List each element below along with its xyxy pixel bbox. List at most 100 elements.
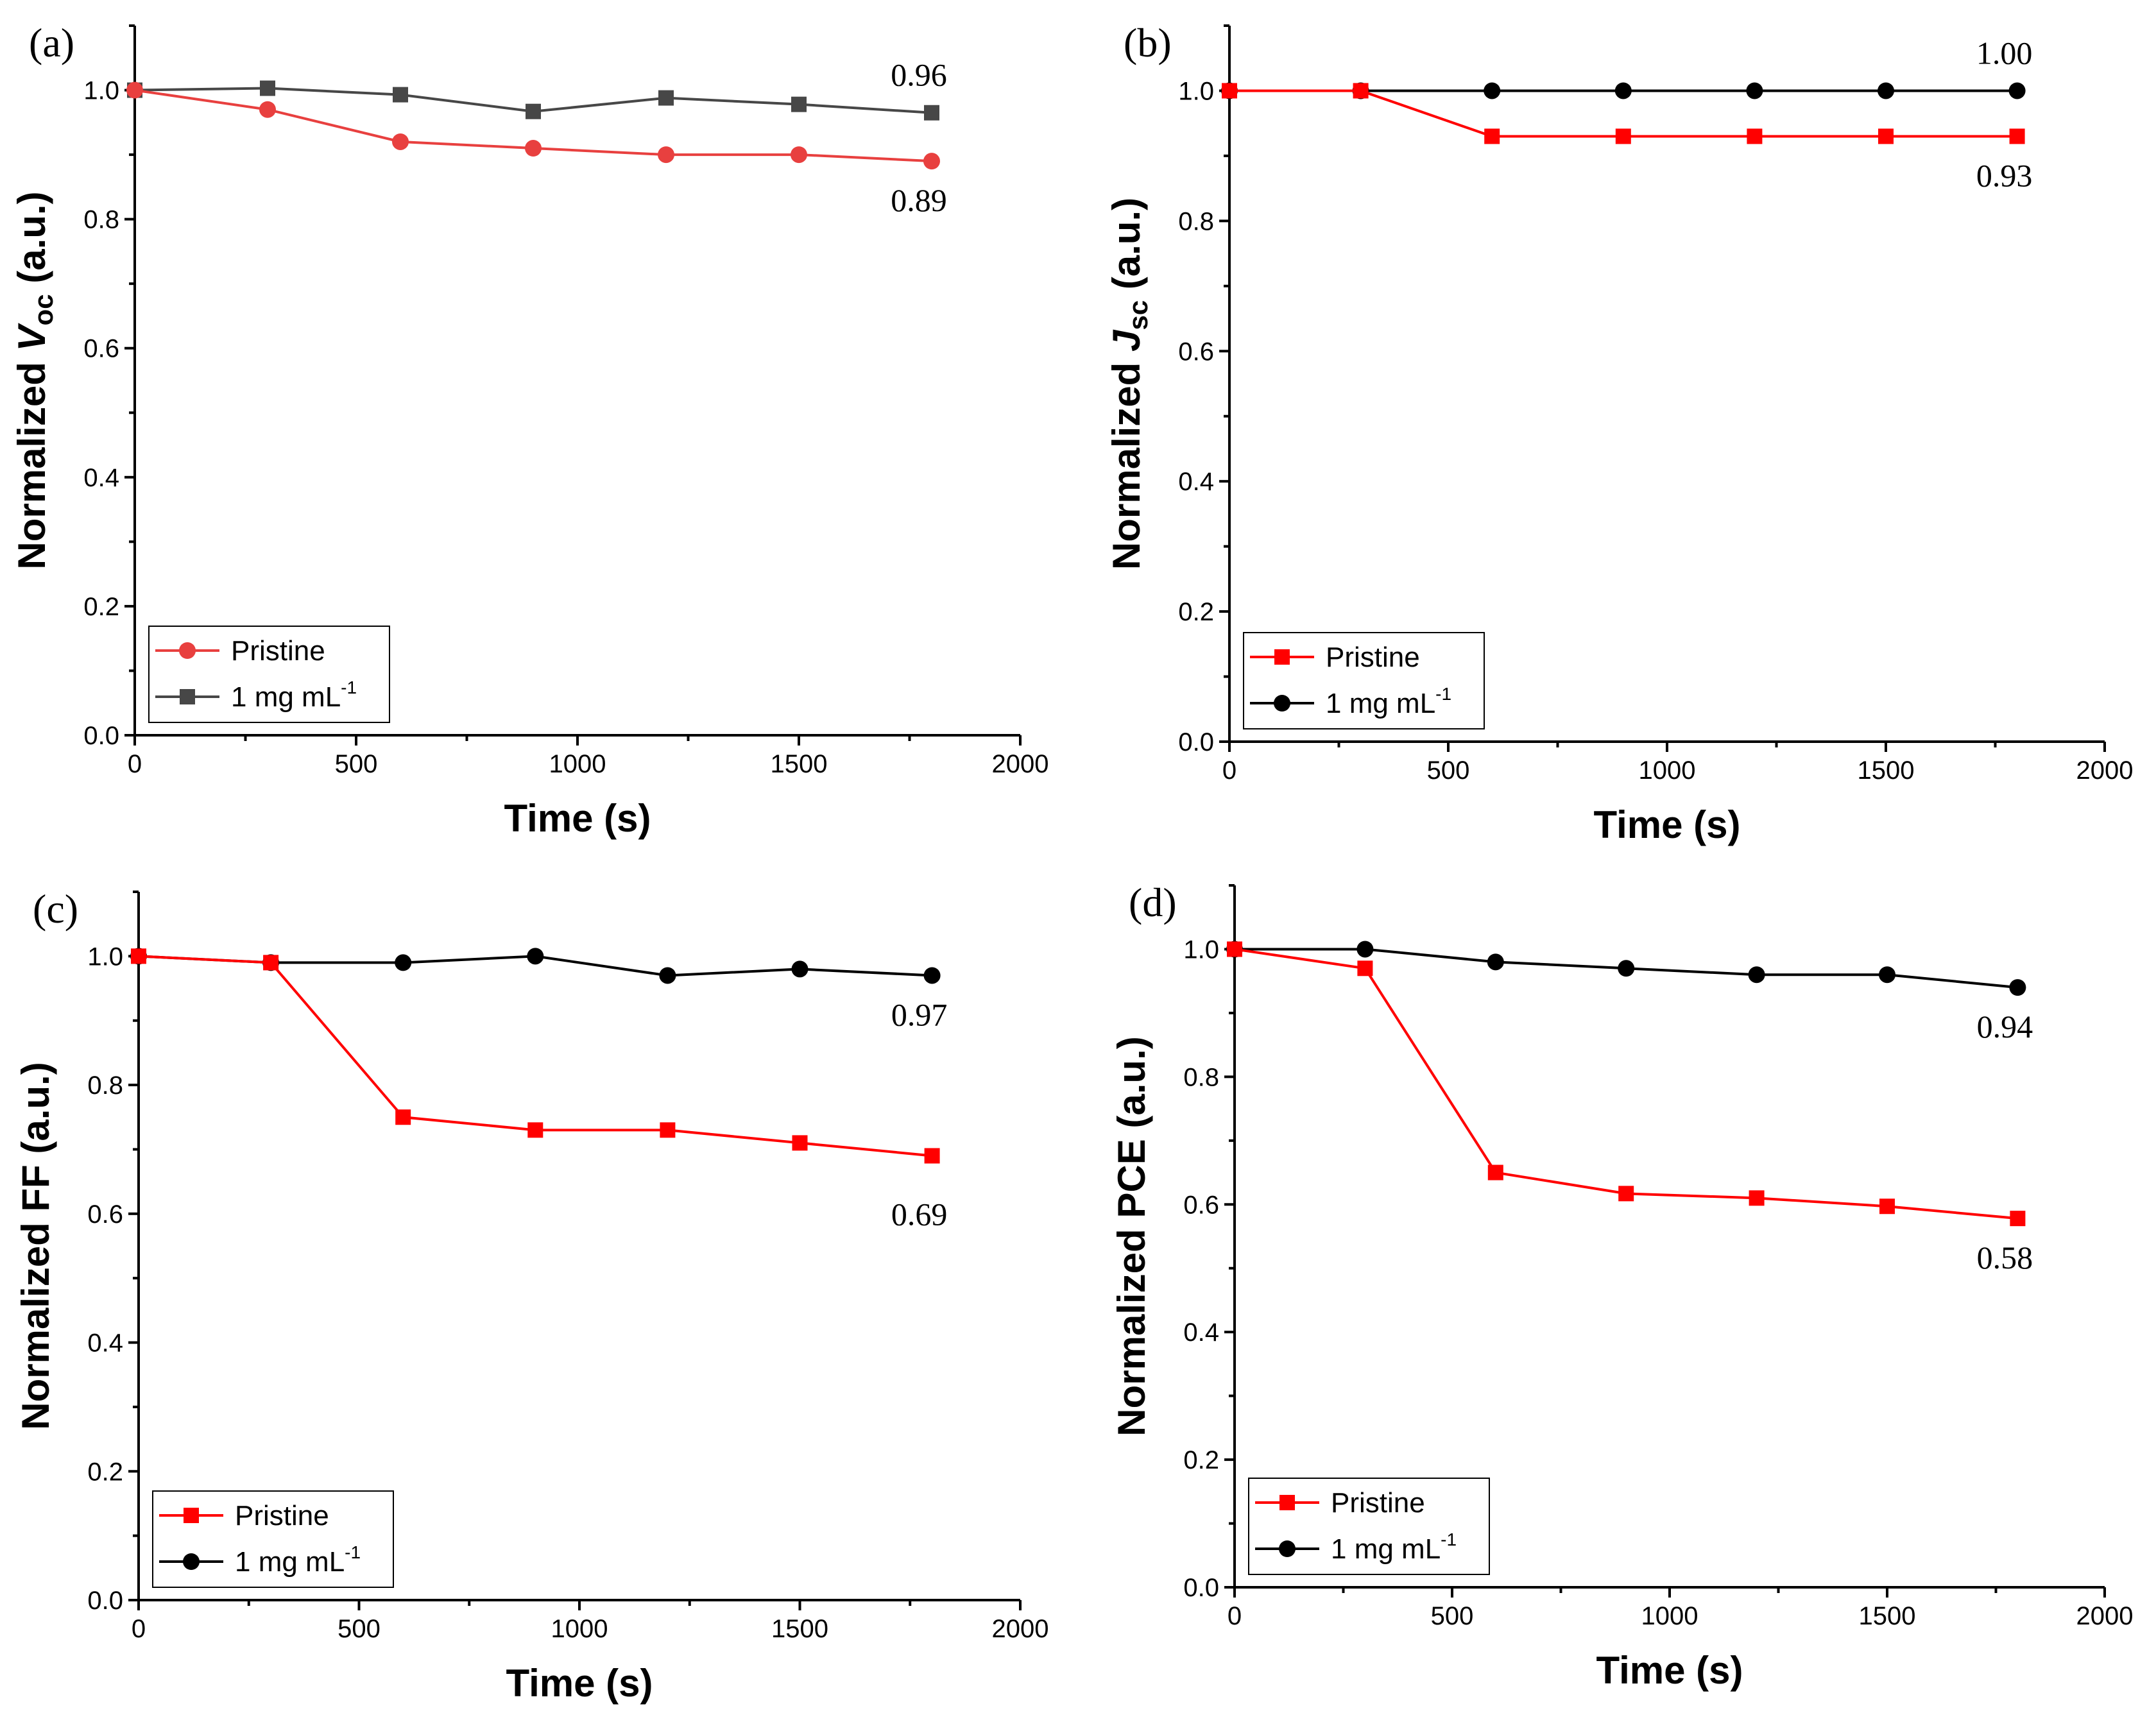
- data-point: [1484, 128, 1500, 144]
- data-point: [1484, 82, 1501, 99]
- y-tick-label: 0.2: [87, 1458, 123, 1486]
- x-axis-title: Time (s): [1594, 803, 1741, 846]
- y-tick-label: 0.4: [83, 464, 119, 492]
- data-point: [1487, 953, 1504, 971]
- legend-swatch-marker: [1279, 1540, 1296, 1557]
- data-point: [923, 967, 941, 984]
- panel-label: (d): [1129, 880, 1177, 925]
- end-value-annotation: 0.93: [1976, 157, 2033, 193]
- legend-swatch-marker: [183, 1553, 200, 1570]
- legend-label-name: 1 mg mL: [231, 681, 341, 713]
- x-tick-label: 1500: [1858, 756, 1915, 785]
- data-point: [527, 948, 544, 965]
- x-axis-title: Time (s): [504, 797, 651, 840]
- data-point: [658, 90, 674, 106]
- data-point: [2009, 128, 2025, 144]
- data-point: [923, 153, 940, 170]
- y-axis-title: Normalized FF (a.u.): [14, 1062, 57, 1429]
- data-point: [1614, 82, 1632, 99]
- data-point: [1879, 1198, 1895, 1215]
- y-tick-label: 0.2: [83, 593, 119, 621]
- data-point: [131, 948, 146, 964]
- data-point: [259, 101, 276, 118]
- x-tick-label: 2000: [2076, 1602, 2134, 1630]
- legend-swatch-marker: [184, 1508, 199, 1523]
- chart-panel-3: 0 500 1000 1500 2000 0.0 0.2 0.4 0.6 0.8 1.0 Time (…: [14, 886, 1048, 1705]
- y-tick-label: 0.6: [1183, 1191, 1219, 1219]
- y-tick-label: 0.6: [1178, 337, 1214, 366]
- legend-box: [1248, 1478, 1490, 1575]
- y-tick-label: 1.0: [87, 942, 123, 971]
- y-axis-title-symbol: V: [10, 322, 53, 351]
- end-value-annotation: 1.00: [1976, 35, 2033, 71]
- legend-label-name: Pristine: [235, 1500, 329, 1531]
- series-line-pristine: [1234, 948, 2018, 1220]
- x-tick-label: 0: [128, 750, 142, 778]
- data-point: [1618, 1186, 1634, 1202]
- legend-label-name: 1 mg mL: [1326, 688, 1435, 719]
- y-tick-label: 0.8: [1178, 207, 1214, 235]
- legend-label-superscript: -1: [1441, 1530, 1457, 1549]
- legend-label-name: Pristine: [1331, 1487, 1425, 1519]
- x-tick-label: 1500: [1859, 1602, 1916, 1630]
- y-tick-label: 0.8: [83, 206, 119, 234]
- x-tick-label: 2000: [992, 1615, 1049, 1643]
- data-point: [526, 103, 541, 119]
- legend-label: Pristine: [235, 1500, 329, 1531]
- legend-swatch-marker: [1274, 695, 1290, 712]
- end-value-annotation: 0.97: [891, 996, 948, 1032]
- y-axis-title-symbol: J: [1105, 329, 1148, 352]
- x-tick-label: 1000: [1639, 756, 1696, 785]
- legend-label: Pristine: [1326, 642, 1420, 673]
- data-point: [924, 1148, 940, 1164]
- y-tick-label: 0.8: [1183, 1063, 1219, 1091]
- legend-label-name: Pristine: [1326, 642, 1420, 673]
- y-tick-label: 0.2: [1178, 598, 1214, 626]
- y-tick-label: 1.0: [1178, 77, 1214, 105]
- legend-label-superscript: -1: [345, 1542, 361, 1562]
- legend-label-name: 1 mg mL: [235, 1546, 345, 1578]
- data-point: [2008, 82, 2026, 99]
- data-point: [525, 140, 542, 157]
- panel-label: (b): [1124, 20, 1172, 65]
- y-tick-label: 0.4: [1183, 1318, 1219, 1347]
- legend-swatch-marker: [180, 689, 195, 704]
- data-point: [1487, 1164, 1503, 1181]
- y-axis-title: Normalized PCE (a.u.): [1110, 1036, 1153, 1436]
- x-tick-label: 2000: [992, 750, 1049, 778]
- legend-label: 1 mg mL-1: [231, 678, 357, 713]
- end-value-annotation: 0.89: [891, 182, 947, 218]
- x-axis-title: Time (s): [506, 1662, 653, 1705]
- data-point: [791, 96, 807, 112]
- legend: Pristine 1 mg mL-1: [1243, 632, 1485, 729]
- x-tick-label: 1000: [1641, 1602, 1698, 1630]
- data-point: [395, 954, 412, 971]
- data-point: [1746, 82, 1763, 99]
- data-point: [659, 967, 676, 984]
- y-tick-label: 0.0: [83, 722, 119, 750]
- data-point: [1747, 128, 1763, 144]
- data-point: [1227, 941, 1242, 957]
- data-point: [392, 133, 409, 150]
- data-point: [1878, 128, 1894, 144]
- x-tick-label: 1500: [771, 750, 828, 778]
- x-tick-label: 500: [1431, 1602, 1474, 1630]
- data-point: [393, 87, 408, 103]
- x-tick-label: 500: [338, 1615, 381, 1643]
- legend-swatch-marker: [179, 642, 196, 659]
- data-point: [527, 1122, 543, 1138]
- data-point: [1615, 128, 1631, 144]
- panel-label: (c): [33, 886, 78, 932]
- y-axis-title-prefix: Normalized: [1105, 352, 1148, 570]
- data-point: [2010, 1211, 2026, 1227]
- data-point: [660, 1122, 676, 1138]
- legend-label-name: Pristine: [231, 635, 325, 667]
- data-point: [1222, 83, 1237, 99]
- x-tick-label: 0: [1228, 1602, 1242, 1630]
- chart-panel-4: 0 500 1000 1500 2000 0.0 0.2 0.4 0.6 0.8 1.0 Time (…: [1110, 880, 2133, 1692]
- y-tick-label: 0.4: [1178, 468, 1214, 496]
- y-tick-label: 0.0: [1183, 1574, 1219, 1602]
- x-tick-label: 2000: [2076, 756, 2134, 785]
- end-value-annotation: 0.96: [891, 57, 947, 93]
